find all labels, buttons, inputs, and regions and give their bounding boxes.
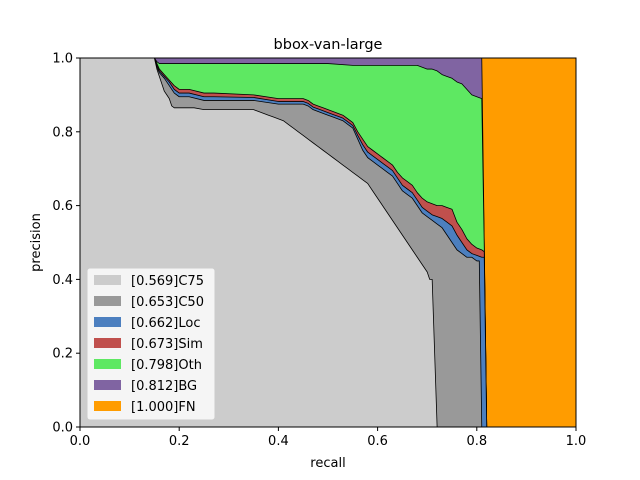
x-axis-label: recall (310, 456, 345, 471)
y-tick-label: 1.0 (52, 52, 73, 67)
y-axis-ticks: 0.0 0.2 0.4 0.6 0.8 1.0 (52, 52, 80, 436)
x-tick-label: 0.4 (268, 434, 289, 449)
x-tick-label: 0.6 (367, 434, 388, 449)
x-tick-label: 1.0 (566, 434, 587, 449)
x-tick-label: 0.2 (169, 434, 190, 449)
x-tick-label: 0.8 (466, 434, 487, 449)
legend-items: [0.569]C75 [0.653]C50 [0.662]Loc [0.673]Sim… (94, 274, 204, 415)
y-tick-label: 0.2 (52, 347, 73, 362)
legend-swatch (94, 380, 121, 390)
x-tick-label: 0.0 (70, 434, 91, 449)
y-tick-label: 0.0 (52, 421, 73, 436)
legend-entry: [1.000]FN (131, 400, 196, 415)
legend-swatch (94, 275, 121, 285)
legend-swatch (94, 296, 121, 306)
y-tick-label: 0.8 (52, 125, 73, 140)
y-tick-label: 0.6 (52, 199, 73, 214)
legend-entry: [0.662]Loc (131, 316, 200, 331)
legend: [0.569]C75 [0.653]C50 [0.662]Loc [0.673]Sim… (86, 267, 216, 421)
legend-swatch (94, 359, 121, 369)
legend-swatch (94, 317, 121, 327)
legend-entry: [0.653]C50 (131, 295, 204, 310)
legend-entry: [0.673]Sim (131, 337, 203, 352)
legend-swatch (94, 401, 121, 411)
legend-entry: [0.569]C75 (131, 274, 204, 289)
chart-title: bbox-van-large (274, 37, 383, 53)
y-axis-label: precision (29, 213, 44, 272)
legend-swatch (94, 338, 121, 348)
y-tick-label: 0.4 (52, 273, 73, 288)
legend-entry: [0.798]Oth (131, 358, 202, 373)
x-axis-ticks: 0.0 0.2 0.4 0.6 0.8 1.0 (70, 427, 587, 449)
legend-entry: [0.812]BG (131, 379, 197, 394)
plot-frame (79, 57, 577, 428)
